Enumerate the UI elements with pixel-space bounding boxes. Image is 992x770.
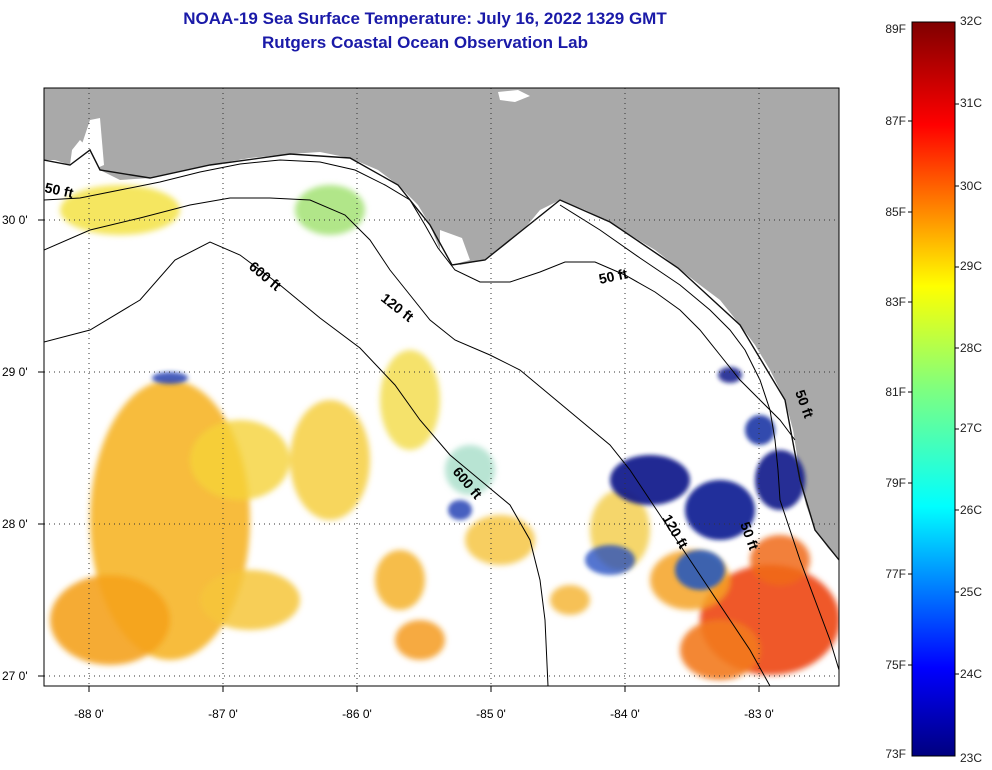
colorbar-f-label: 77F [885, 567, 906, 581]
sst-cold-patch [610, 455, 690, 505]
sst-cold-patch [745, 415, 775, 445]
sst-warm-patch [295, 185, 365, 235]
sst-warm-patch [200, 570, 300, 630]
colorbar-c-label: 24C [960, 667, 982, 681]
colorbar-f-label: 79F [885, 476, 906, 490]
lat-label: 27 0' [2, 669, 28, 683]
lon-label: -84 0' [610, 707, 640, 721]
colorbar [911, 21, 956, 757]
sst-cold-patch [755, 450, 805, 510]
sst-cold-patch [685, 480, 755, 540]
colorbar-f-label: 87F [885, 114, 906, 128]
contour-50ft-west [44, 159, 796, 441]
colorbar-f-label: 89F [885, 22, 906, 36]
lon-label: -88 0' [74, 707, 104, 721]
contour-label: 50 ft [597, 265, 629, 287]
sst-warm-patch [50, 575, 170, 665]
sst-warm-patch [290, 400, 370, 520]
colorbar-c-label: 28C [960, 341, 982, 355]
chart-subtitle: Rutgers Coastal Ocean Observation Lab [262, 33, 588, 52]
contour-120ft [44, 197, 771, 686]
sst-cold-patch [675, 550, 725, 590]
coastline [44, 148, 839, 561]
sst-cold-patch [718, 367, 742, 383]
colorbar-f-label: 73F [885, 747, 906, 761]
sst-warm-patch [375, 550, 425, 610]
colorbar-f-label: 81F [885, 385, 906, 399]
sst-cold-patch [448, 500, 472, 520]
contour-600ft [44, 241, 549, 686]
land-mass [44, 88, 839, 560]
lat-label: 30 0' [2, 213, 28, 227]
sst-warm-patch [395, 620, 445, 660]
colorbar-c-label: 29C [960, 259, 982, 273]
colorbar-c-label: 32C [960, 14, 982, 28]
colorbar-c-label: 30C [960, 179, 982, 193]
sst-warm-patch [550, 585, 590, 615]
colorbar-c-label: 31C [960, 96, 982, 110]
sst-cold-patch [585, 545, 635, 575]
lon-label: -87 0' [208, 707, 238, 721]
colorbar-c-label: 25C [960, 585, 982, 599]
colorbar-c-label: 23C [960, 751, 982, 765]
sst-cold-patch [152, 372, 188, 384]
sst-warm-patch [190, 420, 290, 500]
bay [498, 90, 530, 102]
colorbar-c-label: 26C [960, 503, 982, 517]
sst-warm-patch [465, 515, 535, 565]
map-frame [43, 87, 840, 687]
contour-label: 50 ft [43, 179, 75, 201]
chart-title: NOAA-19 Sea Surface Temperature: July 16… [183, 9, 667, 28]
lon-label: -86 0' [342, 707, 372, 721]
sst-warm-patch [60, 185, 180, 235]
bay [80, 118, 104, 172]
contour-50ft-east [559, 204, 839, 671]
colorbar-f-label: 83F [885, 295, 906, 309]
sst-hot-patch [680, 620, 760, 680]
lat-label: 28 0' [2, 517, 28, 531]
colorbar-c-label: 27C [960, 421, 982, 435]
colorbar-f-label: 75F [885, 658, 906, 672]
axis-ticks [38, 219, 760, 692]
lon-label: -85 0' [476, 707, 506, 721]
sst-warm-patch [380, 350, 440, 450]
lat-label: 29 0' [2, 365, 28, 379]
colorbar-f-label: 85F [885, 205, 906, 219]
colorbar-ticks [908, 103, 959, 675]
sst-hot-patch [750, 535, 810, 585]
lon-label: -83 0' [744, 707, 774, 721]
